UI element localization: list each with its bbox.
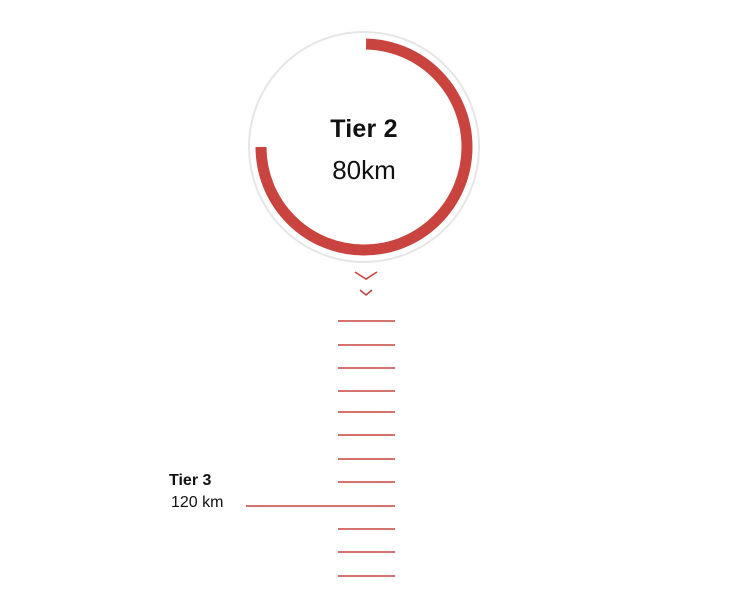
tier-progress-ring: Tier 2 80km [246,29,482,265]
current-tier-distance: 80km [332,155,396,185]
double-chevron-down-icon[interactable] [351,266,381,305]
ring-center-text: Tier 2 80km [246,29,482,265]
current-tier-name: Tier 2 [330,115,398,143]
progress-arc [255,38,473,256]
next-tier-label: Tier 3 120 km [169,472,223,512]
progress-ring-graphic [248,31,480,263]
ring-outer-track [248,31,480,263]
next-tier-name: Tier 3 [169,472,212,489]
next-tier-distance: 120 km [171,494,224,511]
